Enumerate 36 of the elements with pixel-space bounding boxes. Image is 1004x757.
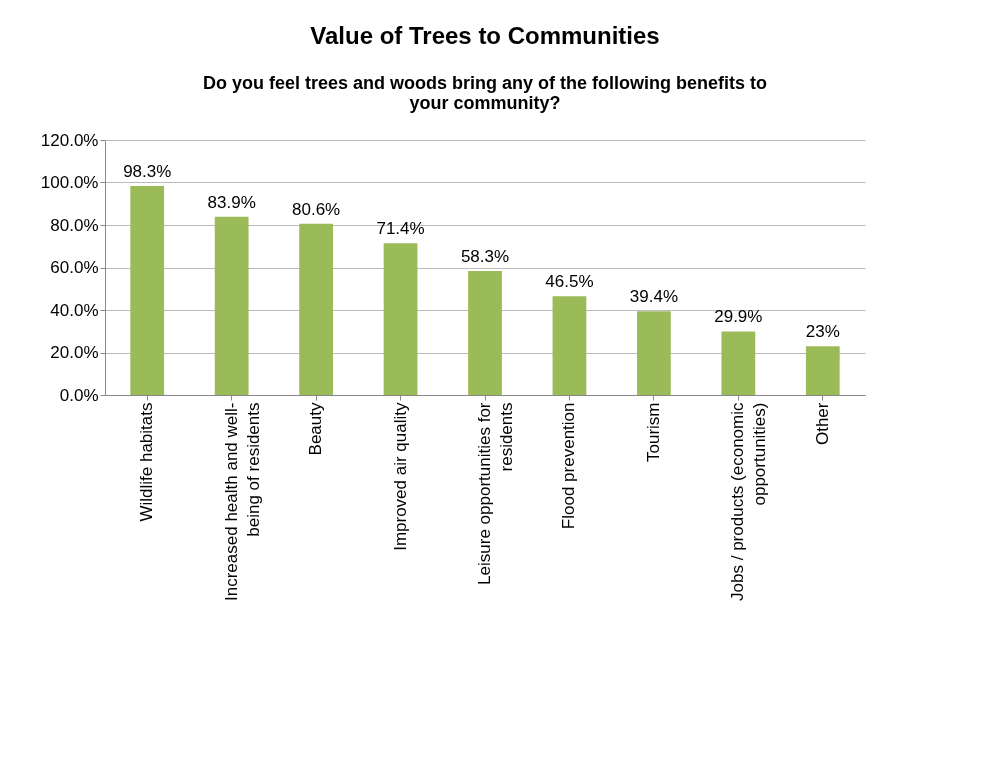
y-tick-label: 120.0% (40, 130, 99, 150)
bar (552, 296, 587, 395)
data-label: 58.3% (460, 247, 510, 267)
x-tick-label: Jobs / products (economic opportunities) (728, 402, 770, 601)
bar (383, 243, 418, 395)
x-tick-label: Wildlife habitats (137, 402, 157, 522)
data-label: 46.5% (545, 272, 594, 292)
bar (721, 331, 756, 395)
x-tick-label: Improved air quality (390, 402, 410, 551)
y-tick-label: 20.0% (50, 343, 99, 362)
data-label: 83.9% (207, 192, 256, 212)
bar (468, 271, 502, 395)
bar (299, 223, 333, 395)
y-tick-label: 40.0% (50, 300, 99, 320)
chart-subtitle: Do you feel trees and woods bring any of the following benefits to your community? (202, 73, 768, 113)
y-tick-label: 100.0% (40, 173, 99, 192)
data-label: 80.6% (292, 199, 341, 219)
y-tick-label: 0.0% (59, 385, 99, 405)
data-label: 98.3% (123, 162, 172, 182)
bar (637, 311, 671, 395)
data-label: 71.4% (376, 219, 425, 239)
x-tick-label: Leisure opportunities for residents (475, 402, 516, 585)
data-label: 39.4% (629, 287, 678, 307)
x-tick-label: Tourism (643, 402, 663, 463)
x-tick-label: Beauty (306, 402, 326, 456)
bar (805, 346, 840, 395)
data-label: 23% (805, 322, 840, 342)
y-tick-label: 60.0% (50, 258, 99, 277)
x-tick-label: Flood prevention (559, 402, 579, 530)
bar (130, 186, 165, 395)
x-tick-label: Other (812, 402, 832, 446)
x-tick-label: Increased health and well-being of residents (221, 402, 263, 601)
chart-title: Value of Trees to Communities (310, 22, 660, 49)
y-tick-label: 80.0% (50, 215, 99, 235)
data-label: 29.9% (714, 307, 763, 327)
bar (214, 216, 249, 395)
